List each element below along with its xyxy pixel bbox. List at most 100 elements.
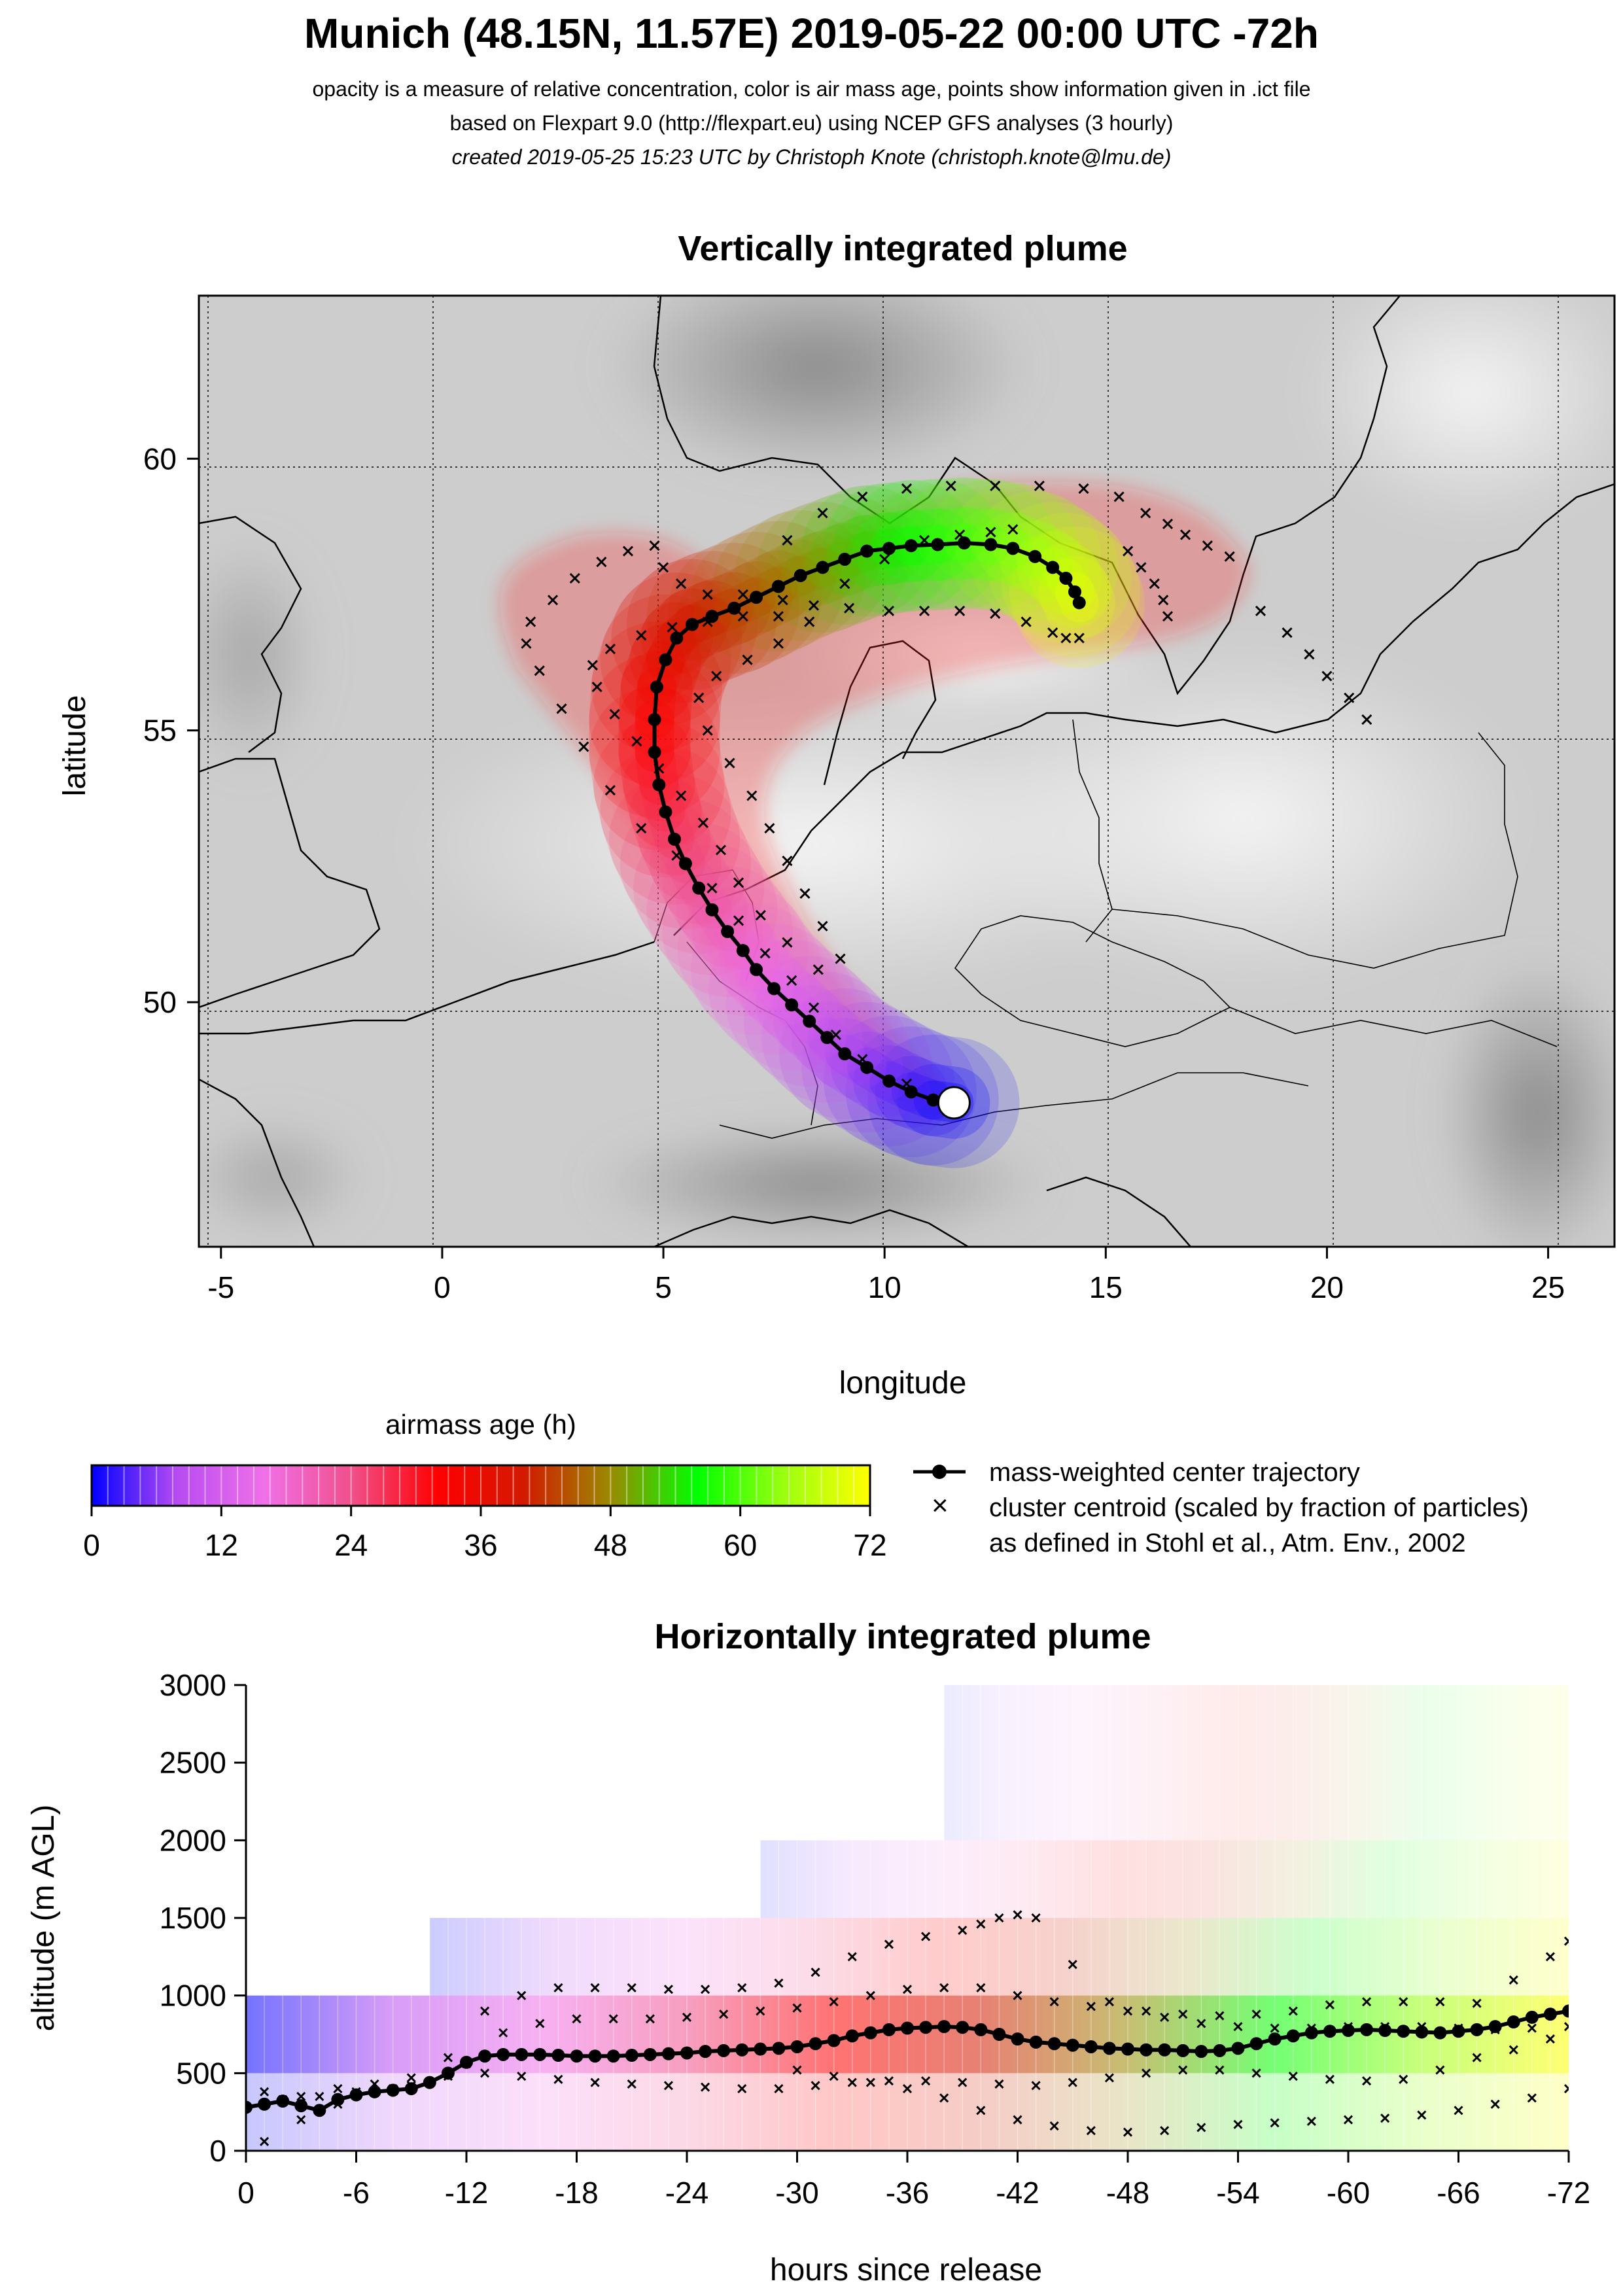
center-trajectory-point	[957, 536, 971, 550]
cluster-marker	[782, 937, 793, 948]
center-trajectory-point	[1543, 2008, 1557, 2021]
colorbar-tick-label: 48	[594, 1528, 627, 1562]
center-trajectory-point	[809, 2037, 822, 2051]
cluster-marker	[604, 785, 616, 796]
cluster-marker	[663, 2081, 673, 2091]
center-trajectory-point	[1028, 549, 1042, 563]
cluster-marker	[1007, 524, 1019, 535]
x-tick-label: -48	[1106, 2176, 1149, 2210]
cluster-marker	[676, 578, 687, 589]
center-trajectory-point	[699, 2045, 712, 2059]
cluster-marker	[835, 953, 846, 964]
cluster-marker	[1270, 2118, 1280, 2128]
map-x-label: longitude	[839, 1366, 967, 1400]
y-tick-label: 60	[143, 442, 177, 476]
center-trajectory-point	[1507, 2015, 1520, 2029]
cluster-marker	[296, 2091, 306, 2101]
border-hungary	[1229, 1007, 1558, 1047]
cluster-marker	[737, 611, 748, 622]
cluster-marker	[985, 527, 996, 538]
cluster-marker	[1325, 2000, 1335, 2009]
center-trajectory-point	[497, 2047, 510, 2061]
cluster-marker	[1472, 1998, 1482, 2008]
altitude-y-ticks: 0 500 1000 1500 2000 2500 3000	[160, 1668, 246, 2168]
altitude-x-ticks: 0 -6 -12 -18 -24 -30 -36 -42 -48 -54 -60 -66 -72	[237, 2151, 1590, 2210]
legend-cluster-reference: as defined in Stohl et al., Atm. Env., 2…	[989, 1529, 1466, 1557]
x-tick-label: -6	[343, 2176, 370, 2210]
cluster-marker	[976, 1983, 986, 1992]
center-trajectory-point	[838, 552, 852, 566]
cluster-marker	[786, 975, 797, 986]
center-trajectory-point	[705, 610, 719, 623]
center-trajectory-point	[736, 944, 750, 958]
cluster-marker	[865, 2078, 875, 2087]
center-trajectory-point	[919, 2021, 933, 2034]
cluster-marker	[1454, 2106, 1463, 2115]
cluster-marker	[921, 1932, 931, 1941]
cluster-markers	[521, 480, 1372, 1105]
cluster-marker	[702, 589, 713, 600]
cluster-marker	[755, 910, 766, 921]
cluster-marker	[954, 605, 966, 616]
cluster-marker	[667, 621, 678, 633]
y-tick-label: 50	[143, 985, 177, 1019]
concentration-band	[246, 2073, 1569, 2151]
center-trajectory-point	[368, 2085, 381, 2098]
x-tick-label: 5	[655, 1270, 672, 1304]
cluster-marker	[697, 817, 708, 828]
cluster-marker	[746, 790, 758, 801]
cluster-marker	[1343, 2115, 1353, 2125]
coast-scotland	[199, 515, 302, 753]
plume-core	[500, 481, 1249, 1112]
legend-center-label: mass-weighted center trajectory	[989, 1458, 1360, 1487]
cluster-marker	[1178, 2009, 1188, 2019]
cluster-marker	[990, 608, 1001, 619]
center-trajectory-point	[772, 2042, 786, 2055]
cluster-marker	[1362, 1997, 1372, 2007]
cluster-marker	[535, 2019, 545, 2028]
cluster-marker	[808, 1002, 820, 1013]
cluster-marker	[1158, 595, 1169, 606]
y-tick-label: 1000	[160, 1979, 226, 2013]
cluster-marker	[604, 643, 616, 655]
center-trajectory-point	[1231, 2042, 1245, 2055]
center-trajectory-point	[349, 2088, 363, 2102]
cluster-marker	[1270, 2023, 1280, 2033]
cluster-marker	[1435, 1997, 1445, 2007]
cluster-marker	[587, 659, 598, 671]
map-y-label: latitude	[58, 695, 92, 797]
cluster-marker	[590, 1983, 600, 1992]
cluster-marker	[884, 1939, 894, 1949]
cluster-marker	[1563, 2022, 1569, 2032]
cluster-marker	[994, 1913, 1004, 1923]
center-trajectory-point	[606, 2049, 620, 2063]
cluster-marker	[756, 2006, 765, 2016]
center-trajectory-point	[570, 2049, 584, 2063]
cluster-marker	[1073, 633, 1085, 644]
cluster-marker	[702, 725, 713, 736]
cluster-marker	[782, 534, 793, 546]
coast-baltic	[1223, 483, 1614, 734]
cluster-marker	[817, 508, 828, 519]
cluster-marker	[1344, 692, 1355, 703]
cluster-marker	[711, 670, 722, 682]
center-trajectory-point	[1047, 2037, 1061, 2051]
center-trajectory-point	[515, 2047, 529, 2061]
center-trajectory-point	[1286, 2029, 1300, 2043]
cluster-marker	[976, 1919, 986, 1929]
cluster-marker	[1380, 2113, 1390, 2123]
cluster-marker	[1215, 2065, 1225, 2075]
cluster-marker	[847, 1952, 857, 1962]
altitude-plot-area	[246, 1685, 1569, 2151]
center-trajectory-point	[1323, 2025, 1336, 2038]
cluster-marker	[879, 553, 890, 565]
center-trajectory-point	[1525, 2010, 1539, 2024]
cluster-marker	[1142, 2068, 1151, 2078]
altitude-center-trajectory	[246, 2004, 1569, 2117]
center-trajectory-point	[904, 539, 918, 553]
altitude-y-label: altitude (m AGL)	[26, 1805, 61, 2032]
cluster-marker	[547, 595, 559, 606]
cluster-marker	[742, 654, 753, 665]
y-tick-label: 3000	[160, 1668, 226, 1702]
